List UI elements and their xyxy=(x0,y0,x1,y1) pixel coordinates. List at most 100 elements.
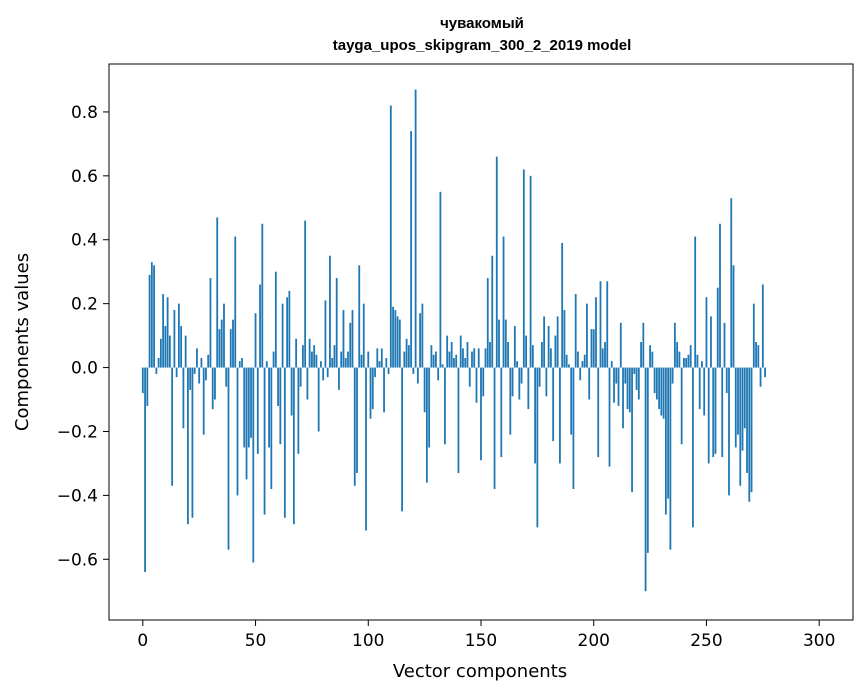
bar xyxy=(344,357,347,368)
bar xyxy=(419,313,422,368)
bar xyxy=(324,300,327,368)
bar xyxy=(764,367,766,378)
bar xyxy=(522,169,525,368)
bar xyxy=(358,265,361,368)
bar xyxy=(193,367,196,374)
bar xyxy=(317,367,320,432)
bar xyxy=(755,342,757,368)
bar xyxy=(177,303,180,368)
bar xyxy=(459,335,462,368)
bar xyxy=(658,367,661,410)
chart-subtitle: tayga_upos_skipgram_300_2_2019 model xyxy=(333,37,632,54)
bar xyxy=(586,303,588,368)
bar xyxy=(495,156,498,368)
bar xyxy=(159,338,162,368)
bar xyxy=(520,367,523,384)
bar xyxy=(489,342,491,368)
y-tick-label: −0.4 xyxy=(57,486,98,506)
bar xyxy=(707,367,710,464)
bar xyxy=(721,367,724,458)
x-axis-ticks: 0 50 100 150 200 250 300 xyxy=(137,620,835,651)
bar xyxy=(525,335,527,368)
bar xyxy=(387,367,390,374)
bar xyxy=(232,319,234,368)
bar xyxy=(365,367,367,531)
bar xyxy=(209,278,212,368)
bar xyxy=(376,348,379,368)
bar xyxy=(604,342,606,368)
bar xyxy=(486,278,489,368)
bar xyxy=(606,281,609,368)
bar xyxy=(500,367,503,458)
bar xyxy=(394,310,397,368)
bar xyxy=(286,297,289,368)
y-tick-label: 0.2 xyxy=(71,295,98,315)
bar xyxy=(288,290,291,368)
bar xyxy=(453,357,455,368)
bar xyxy=(425,367,428,483)
bar xyxy=(407,345,410,368)
bar xyxy=(272,351,275,368)
y-tick-label: 0.0 xyxy=(71,359,98,379)
bar xyxy=(710,316,712,368)
bar xyxy=(279,367,282,445)
bar xyxy=(536,367,539,528)
bar xyxy=(610,361,613,368)
bar xyxy=(615,367,618,384)
bar xyxy=(146,367,149,406)
bar xyxy=(265,361,268,368)
bar xyxy=(455,354,458,368)
bar xyxy=(225,367,228,387)
bar xyxy=(243,367,246,448)
bar xyxy=(168,335,171,368)
bar xyxy=(306,367,309,400)
bar xyxy=(301,345,304,368)
bar xyxy=(441,364,444,368)
bar xyxy=(511,367,514,397)
bar xyxy=(669,367,672,550)
bar xyxy=(563,310,566,368)
bar xyxy=(637,367,640,400)
bar xyxy=(619,322,622,368)
bar xyxy=(389,105,392,368)
bar xyxy=(516,361,518,368)
bar xyxy=(392,306,394,368)
bar xyxy=(320,361,322,368)
bar xyxy=(655,367,658,400)
bar xyxy=(360,354,363,368)
bar xyxy=(353,367,356,486)
bar xyxy=(565,354,568,368)
bar xyxy=(680,367,683,445)
bar-series xyxy=(141,89,766,592)
bar xyxy=(484,348,487,368)
bar xyxy=(631,367,633,493)
bar xyxy=(730,198,733,368)
bar xyxy=(313,345,316,368)
bar xyxy=(423,367,426,413)
bar xyxy=(471,351,473,368)
bar xyxy=(513,326,516,368)
bar xyxy=(719,223,721,368)
bar xyxy=(712,367,715,458)
bar xyxy=(308,338,311,368)
bar xyxy=(752,303,755,368)
bar xyxy=(689,345,692,368)
bar xyxy=(685,357,688,368)
bar xyxy=(622,367,624,429)
bar xyxy=(482,367,485,397)
bar xyxy=(480,367,482,461)
bar xyxy=(599,281,602,368)
bar xyxy=(475,367,478,403)
bar xyxy=(534,367,537,464)
bar xyxy=(583,354,586,368)
bar xyxy=(414,89,417,368)
bar xyxy=(223,303,225,368)
bar xyxy=(671,367,674,384)
y-tick-label: −0.6 xyxy=(57,550,98,570)
bar xyxy=(617,367,620,406)
bar xyxy=(333,345,336,368)
bar xyxy=(367,351,370,368)
bar xyxy=(292,367,295,525)
bar xyxy=(196,348,198,368)
